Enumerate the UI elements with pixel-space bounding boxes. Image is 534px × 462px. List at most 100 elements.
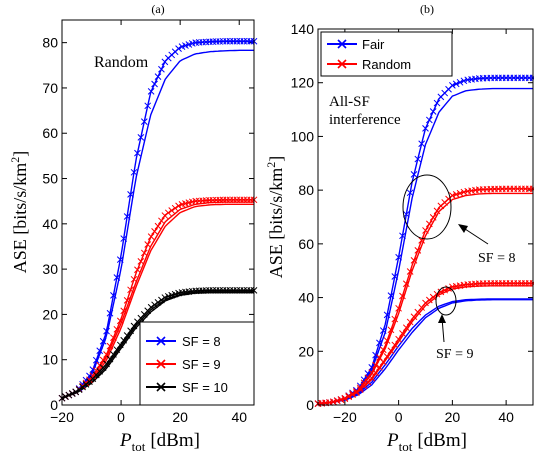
- data-point-x-marker: [376, 354, 383, 361]
- data-point-x-marker: [147, 87, 155, 95]
- data-point-x-marker: [120, 235, 128, 242]
- data-point-x-marker: [106, 355, 114, 363]
- data-point-x-marker: [437, 288, 445, 296]
- data-point-x-marker: [130, 322, 138, 330]
- panel-b: (b) −20 0 20 40 0 20 40 60 80 100 120 140 All-SF in…: [264, 2, 534, 454]
- x-tick-label: 0: [117, 409, 125, 425]
- data-point-x-marker: [345, 393, 353, 401]
- data-point-x-marker: [422, 125, 429, 132]
- panel-a-marked-series: [58, 37, 258, 402]
- data-point-x-marker: [414, 247, 422, 254]
- y-tick-label: 60: [298, 236, 314, 252]
- data-point-x-marker: [368, 374, 376, 382]
- data-point-x-marker: [96, 361, 104, 369]
- y-tick-label: 30: [42, 261, 58, 277]
- data-point-x-marker: [387, 326, 395, 334]
- data-point-x-marker: [62, 393, 69, 400]
- data-point-x-marker: [425, 116, 433, 124]
- data-point-x-marker: [391, 273, 399, 280]
- panel-b-label-sf9: SF = 9: [436, 347, 473, 362]
- data-point-x-marker: [134, 266, 141, 274]
- legend-marker-random: [337, 59, 347, 69]
- panel-b-annotation-line1: All-SF: [329, 94, 370, 110]
- data-point-x-marker: [123, 296, 131, 304]
- x-tick-label: −20: [50, 409, 74, 425]
- data-point-x-marker: [383, 337, 391, 344]
- panel-b-xlabel-sub: tot: [399, 439, 413, 454]
- data-point-x-marker: [103, 351, 110, 358]
- data-point-x-marker: [402, 324, 410, 332]
- data-point-x-marker: [356, 384, 364, 392]
- data-point-x-marker: [65, 391, 73, 399]
- data-point-x-marker: [106, 342, 114, 350]
- y-tick-label: 60: [42, 125, 58, 141]
- y-tick-label: 0: [50, 397, 58, 413]
- data-point-x-marker: [410, 257, 418, 264]
- data-point-x-marker: [460, 77, 468, 85]
- data-point-x-marker: [82, 380, 90, 388]
- series-line: [317, 188, 533, 405]
- data-point-x-marker: [72, 388, 80, 396]
- data-point-x-marker: [92, 356, 100, 364]
- data-point-x-marker: [333, 397, 341, 405]
- data-point-x-marker: [395, 304, 402, 312]
- y-tick-label: 80: [298, 182, 314, 198]
- data-point-x-marker: [137, 134, 145, 141]
- data-point-x-marker: [127, 327, 134, 335]
- data-point-x-marker: [116, 256, 124, 264]
- data-point-x-marker: [456, 189, 464, 197]
- data-point-x-marker: [106, 309, 114, 317]
- data-point-x-marker: [353, 389, 360, 396]
- panel-b-arrow-sf8-shaft: [461, 226, 489, 245]
- panel-b-xlabel: Ptot [dBm]: [386, 430, 467, 454]
- data-point-x-marker: [147, 303, 155, 311]
- data-point-x-marker: [110, 334, 117, 342]
- data-point-x-marker: [410, 171, 418, 178]
- data-point-x-marker: [337, 396, 345, 404]
- data-point-x-marker: [387, 292, 395, 300]
- panel-a-annotation: Random: [94, 54, 149, 71]
- data-point-x-marker: [113, 346, 121, 354]
- data-point-x-marker: [429, 214, 437, 221]
- data-point-x-marker: [151, 301, 158, 309]
- panel-a-ylabel-end: ]: [10, 151, 30, 157]
- legend-marker-sf8: [156, 336, 166, 346]
- data-point-x-marker: [379, 327, 387, 334]
- panel-a-legend-box: [139, 321, 255, 406]
- data-point-x-marker: [402, 280, 410, 288]
- x-tick-label: −20: [333, 409, 357, 425]
- data-point-x-marker: [383, 311, 391, 319]
- y-tick-label: 40: [298, 290, 314, 306]
- data-point-x-marker: [110, 351, 117, 358]
- legend-label-sf10: SF = 10: [182, 380, 228, 395]
- data-point-x-marker: [130, 275, 138, 283]
- y-tick-label: 120: [291, 75, 315, 91]
- data-point-x-marker: [158, 65, 165, 73]
- data-point-x-marker: [154, 73, 162, 80]
- legend-marker-sf10: [156, 382, 166, 392]
- y-tick-label: 20: [42, 306, 58, 322]
- data-point-x-marker: [429, 108, 437, 115]
- plain-curve: [317, 87, 533, 405]
- data-point-x-marker: [154, 222, 162, 230]
- data-point-x-marker: [127, 286, 134, 294]
- data-point-x-marker: [140, 249, 148, 257]
- x-tick-label: 40: [231, 409, 247, 425]
- panel-b-ylabel: ASE [bits/s/km2]: [264, 156, 286, 279]
- panel-b-ellipse-sf9: [435, 286, 457, 316]
- panel-a-legend-entry-sf10: SF = 10: [146, 380, 228, 395]
- data-point-x-marker: [168, 207, 176, 214]
- data-point-x-marker: [113, 274, 121, 281]
- data-point-x-marker: [151, 227, 158, 235]
- legend-label-sf9: SF = 9: [182, 357, 221, 372]
- data-point-x-marker: [103, 360, 110, 368]
- data-point-x-marker: [158, 296, 165, 304]
- panel-b-title: (b): [420, 2, 434, 16]
- data-point-x-marker: [372, 361, 379, 369]
- data-point-x-marker: [154, 299, 162, 306]
- y-tick-label: 0: [306, 397, 314, 413]
- data-point-x-marker: [116, 341, 124, 349]
- data-point-x-marker: [171, 204, 179, 212]
- data-point-x-marker: [79, 383, 86, 391]
